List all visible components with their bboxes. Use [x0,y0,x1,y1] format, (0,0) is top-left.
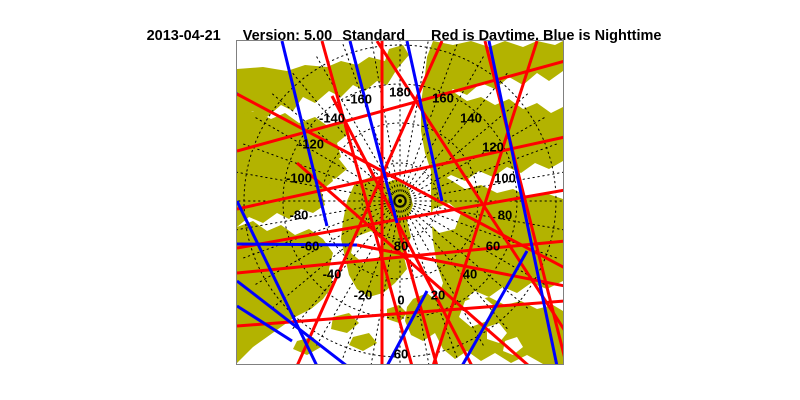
meridian-30 [399,200,486,349]
ground-track-20-night [237,279,347,364]
ground-track-12-day [296,161,529,364]
map-frame: 180 -160 160 -140 140 -120 120 -100 100 -80 80 -60 6… [236,40,564,365]
meridian-m30 [314,200,401,349]
meridian-130 [399,91,531,202]
ground-track-10-day [320,41,414,364]
ground-track-23-night [461,250,529,364]
meridian-50 [399,200,531,311]
ground-track-layer [237,41,563,364]
meridian-40 [399,200,510,332]
meridian-m140 [290,70,401,202]
meridian-110 [399,142,561,202]
meridian-140 [399,70,510,202]
ground-track-13-day [375,41,563,331]
ground-track-17-night [280,41,329,227]
ground-track-14-day [483,41,563,358]
polar-map: 180 -160 160 -140 140 -120 120 -100 100 -80 80 -60 6… [236,40,564,365]
ground-track-16-night [348,41,399,224]
meridian-m10 [370,200,401,364]
ground-track-4-day [237,188,563,250]
ground-track-18-night [237,200,318,364]
meridian-m110 [239,142,401,202]
meridian-150 [399,53,486,202]
title-date: 2013-04-21 [146,28,221,44]
meridian-m150 [314,53,401,202]
meridian-m120 [252,115,401,202]
meridian-80 [399,200,563,231]
ground-track-21-night [405,41,444,202]
meridian-m70 [239,200,401,260]
ground-track-22-night [487,41,559,364]
ground-track-24-night [386,290,429,364]
meridian-100 [399,171,563,202]
latitude-circle-60 [282,83,518,319]
meridian-170 [399,41,429,202]
ground-track-2-day [237,59,563,153]
meridian-m80 [237,200,401,231]
meridian-m40 [290,200,401,332]
ground-track-16-day [395,222,438,364]
meridian-lines [237,41,563,364]
ground-track-1-day [237,92,563,269]
map-canvas [237,41,563,364]
meridian-m170 [371,41,401,202]
meridian-m50 [269,200,401,311]
ground-track-6-night [237,242,358,247]
north-pole-marker [398,199,402,203]
meridian-m20 [341,200,401,362]
ground-track-19-night [237,304,293,343]
ground-track-15-day [432,41,539,364]
